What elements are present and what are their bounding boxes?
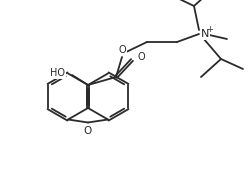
Text: HO: HO: [50, 68, 65, 78]
Text: O: O: [84, 126, 92, 135]
Text: O: O: [118, 45, 126, 55]
Text: +: +: [207, 24, 213, 34]
Text: O: O: [137, 52, 145, 62]
Text: N: N: [201, 29, 209, 39]
